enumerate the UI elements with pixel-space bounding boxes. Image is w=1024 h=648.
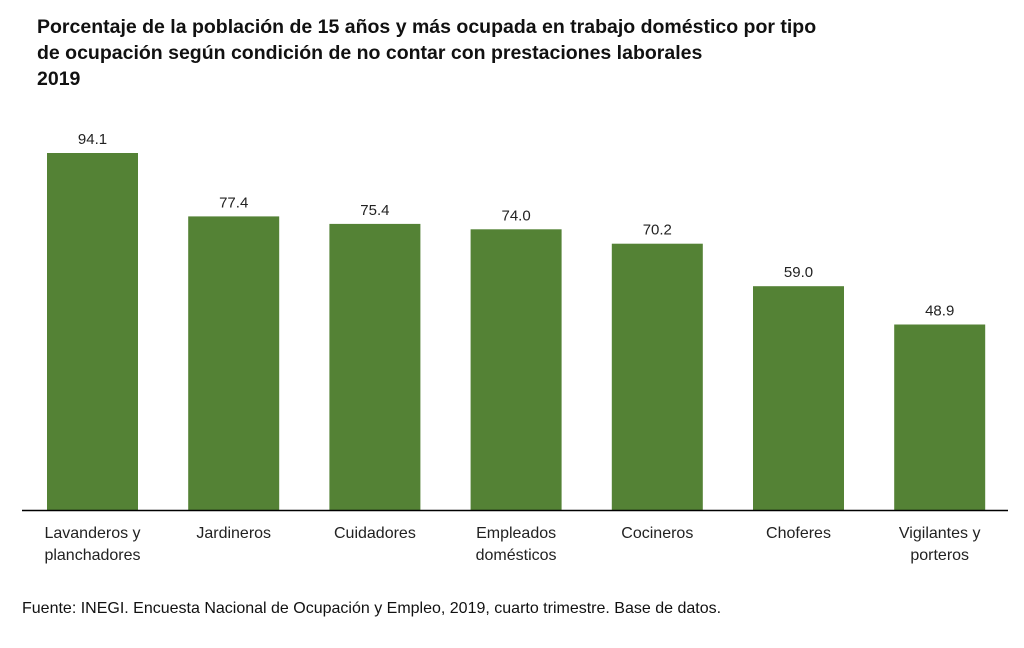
bar-1 [47,153,138,510]
category-label-line: planchadores [44,547,140,564]
bar-2 [188,216,280,510]
data-label-3: 75.4 [360,202,389,219]
category-label-7: Vigilantes y porteros [899,525,981,564]
category-label-line: Jardineros [196,525,271,542]
bar-5 [611,243,703,510]
category-label-line: Empleados [476,525,556,542]
data-label-6: 59.0 [784,264,813,281]
data-label-2: 77.4 [219,194,248,211]
category-label-3: Cuidadores [334,525,416,542]
category-label-5: Cocineros [621,525,693,542]
chart-title-line-2: de ocupación según condición de no conta… [37,42,703,64]
chart-title: Porcentaje de la población de 15 años y … [37,14,1012,92]
source-note: Fuente: INEGI. Encuesta Nacional de Ocup… [22,600,722,617]
data-label-5: 70.2 [643,222,672,239]
bar-3 [329,223,421,510]
category-label-line: porteros [910,547,969,564]
category-label-6: Choferes [766,525,831,542]
category-label-line: Choferes [766,525,831,542]
category-label-line: domésticos [476,547,557,564]
bar-4 [470,229,562,511]
data-label-4: 74.0 [501,207,530,224]
category-label-2: Jardineros [196,525,271,542]
bar-7 [894,324,986,510]
data-label-7: 48.9 [925,303,954,320]
category-label-line: Vigilantes y [899,525,981,542]
data-label-1: 94.1 [78,131,107,148]
category-label-line: Cocineros [621,525,693,542]
category-label-1: Lavanderos y planchadores [44,525,140,564]
chart-title-line-1: Porcentaje de la población de 15 años y … [37,16,817,38]
category-label-4: Empleados domésticos [476,525,557,564]
category-label-line: Lavanderos y [44,525,140,542]
chart-title-line-3: 2019 [37,68,81,90]
category-label-line: Cuidadores [334,525,416,542]
bar-6 [753,286,844,510]
